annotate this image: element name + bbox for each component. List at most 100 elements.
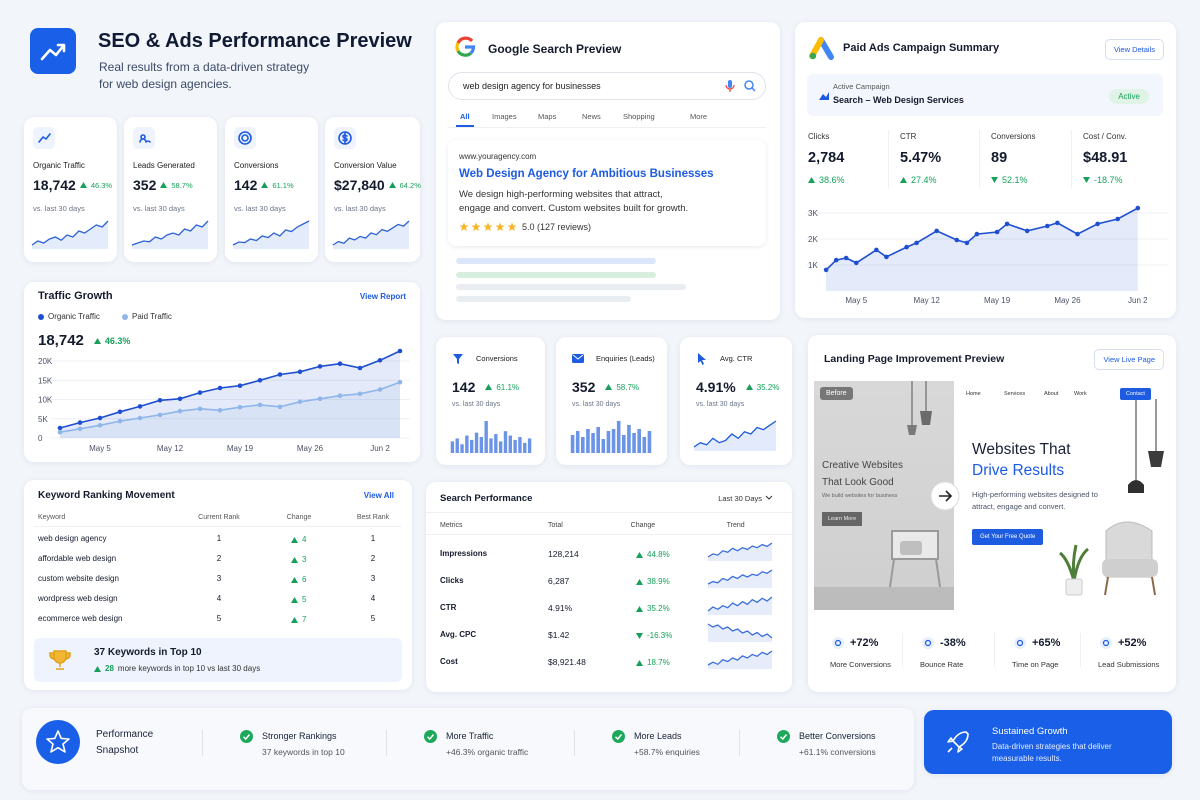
data-point xyxy=(377,387,383,392)
data-point xyxy=(217,408,223,413)
before-badge: Before xyxy=(820,387,853,400)
current-rank: 3 xyxy=(216,574,222,583)
data-point xyxy=(217,385,223,391)
bar xyxy=(474,432,479,453)
metric-value: 5.47% xyxy=(900,150,942,166)
divider xyxy=(426,534,792,535)
search-tab[interactable]: Images xyxy=(492,112,517,121)
metric-trend xyxy=(707,569,773,588)
nav-button[interactable]: Contact xyxy=(1120,388,1151,400)
kpi-change: 46.3% xyxy=(90,180,113,190)
data-point xyxy=(137,404,143,409)
change-value: 52.1% xyxy=(1002,175,1028,185)
change-value: -18.7% xyxy=(1094,175,1123,185)
mini-note: vs. last 30 days xyxy=(696,401,745,408)
trend-arrow xyxy=(291,596,298,603)
arrow-shape xyxy=(160,182,168,188)
status-badge: Active xyxy=(1109,89,1149,104)
logo-arc xyxy=(455,42,460,52)
metric-total: 4.91% xyxy=(548,603,573,613)
trend-arrow xyxy=(991,177,998,183)
campaign-icon xyxy=(819,92,829,100)
sparkline xyxy=(707,623,773,639)
arrow-shape xyxy=(291,536,298,543)
nav-item[interactable]: Home xyxy=(966,391,981,397)
metric-label: CTR xyxy=(900,132,917,141)
data-point xyxy=(97,415,103,421)
search-tab[interactable]: More xyxy=(690,112,708,121)
arrow-shape xyxy=(808,177,815,183)
after-button[interactable]: Get Your Free Quote xyxy=(972,529,1044,545)
trend-arrow xyxy=(261,182,269,188)
bar xyxy=(489,438,493,453)
search-tab[interactable]: News xyxy=(582,112,601,121)
check-mark xyxy=(779,734,788,741)
stat-value: +72% xyxy=(850,637,879,649)
x-tick-label: May 5 xyxy=(845,296,867,305)
kpi-sparkline xyxy=(232,220,310,249)
data-point xyxy=(77,420,83,425)
result-url: www.youragency.com xyxy=(459,152,537,161)
summary-row: 28 more keywords in top 10 vs last 30 day… xyxy=(94,664,260,673)
trend-arrow xyxy=(808,177,815,183)
compare-arrow xyxy=(930,481,960,511)
kpi-note: vs. last 30 days xyxy=(33,204,85,213)
google-card: Google Search Preview web design agency f… xyxy=(436,22,780,320)
nav-item[interactable]: Work xyxy=(1074,391,1087,397)
data-point xyxy=(117,418,123,424)
series-area xyxy=(60,382,400,438)
metric-label: Clicks xyxy=(808,132,830,141)
search-box: web design agency for businesses xyxy=(448,72,766,100)
period-dropdown[interactable]: Last 30 Days xyxy=(718,494,762,503)
ads-logo xyxy=(809,37,834,60)
bar xyxy=(591,433,595,453)
result-title[interactable]: Web Design Agency for Ambitious Business… xyxy=(459,168,714,180)
after-text: High-performing websites designed to att… xyxy=(972,490,1098,511)
search-tab[interactable]: Shopping xyxy=(623,112,655,121)
bar xyxy=(627,425,631,453)
mini-title: Avg. CTR xyxy=(720,354,753,363)
arrow-shape xyxy=(291,576,298,583)
data-point xyxy=(317,396,323,402)
google-logo xyxy=(455,36,476,57)
arrow-shape xyxy=(94,665,101,672)
x-tick-label: May 12 xyxy=(157,444,184,453)
link[interactable]: View Report xyxy=(359,292,406,301)
nav-item[interactable]: About xyxy=(1044,391,1059,397)
change-row: 52.1% xyxy=(991,175,1028,185)
result-description: engage and convert. Custom websites buil… xyxy=(459,203,689,214)
kpi-sparkline xyxy=(332,220,410,249)
metric-name: Avg. CPC xyxy=(440,630,477,639)
link[interactable]: View All xyxy=(363,491,394,500)
data-point xyxy=(934,228,939,234)
search-tab[interactable]: All xyxy=(460,112,470,121)
change-row: -16.3% xyxy=(636,631,672,640)
bar xyxy=(518,437,522,453)
arrow-shape xyxy=(745,384,753,390)
data-point xyxy=(257,378,263,383)
button[interactable]: View Live Page xyxy=(1094,349,1164,370)
x-tick-label: Jun 2 xyxy=(370,444,390,453)
data-point xyxy=(854,260,859,266)
x-tick-label: May 5 xyxy=(89,444,111,453)
stat-label: Lead Submissions xyxy=(1098,660,1160,669)
metric-total: $8,921.48 xyxy=(548,657,586,667)
data-point xyxy=(177,408,183,414)
chevron xyxy=(765,495,773,500)
sparkline xyxy=(707,569,773,585)
bar xyxy=(498,441,503,453)
button[interactable]: View Details xyxy=(1104,39,1164,60)
rank-change: 7 xyxy=(291,615,306,624)
sparkline xyxy=(332,220,410,246)
metric-trend xyxy=(707,623,773,642)
data-point xyxy=(197,406,203,412)
nav-item[interactable]: Services xyxy=(1004,391,1026,397)
search-tab[interactable]: Maps xyxy=(538,112,557,121)
rank-change-value: 5 xyxy=(302,595,307,604)
data-point xyxy=(57,429,63,435)
stat-icon-dot xyxy=(1016,639,1024,647)
bar xyxy=(455,438,459,453)
data-point xyxy=(1075,231,1080,237)
sparkline-area xyxy=(233,221,309,249)
